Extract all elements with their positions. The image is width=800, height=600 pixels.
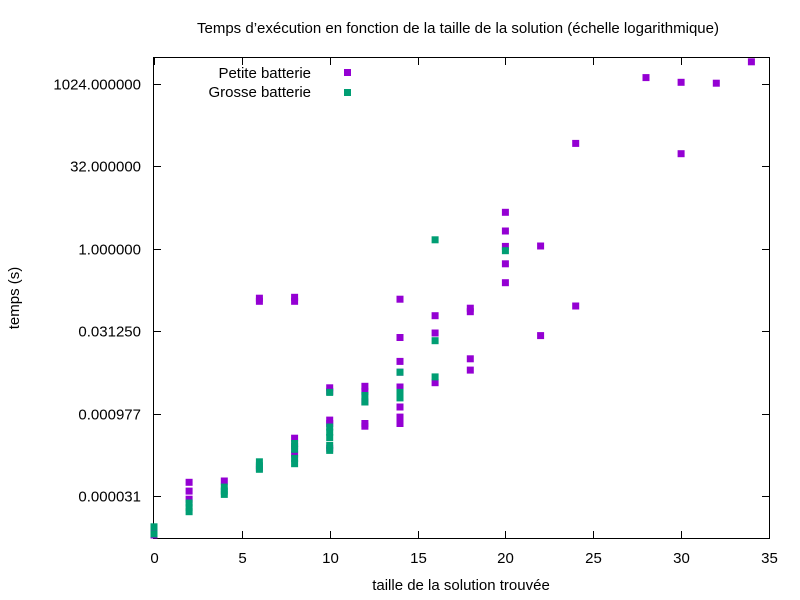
point-grosse-batterie [291,460,299,468]
point-petite-batterie [396,403,404,411]
point-petite-batterie [431,312,439,320]
point-grosse-batterie [291,454,299,462]
point-petite-batterie [396,413,404,421]
point-grosse-batterie [220,490,228,498]
series-petite-batterie [150,58,755,539]
point-grosse-batterie [431,373,439,381]
point-grosse-batterie [501,247,509,255]
x-tick-label: 30 [673,550,690,567]
point-grosse-batterie [396,388,404,396]
point-petite-batterie [501,208,509,216]
point-petite-batterie [501,242,509,250]
point-grosse-batterie [326,434,334,441]
point-petite-batterie [291,434,299,442]
point-petite-batterie [185,478,193,486]
y-tick-label: 1.000000 [78,242,141,259]
point-petite-batterie [396,357,404,365]
point-petite-batterie [677,150,685,158]
point-grosse-batterie [326,388,334,396]
point-petite-batterie [466,355,474,363]
point-petite-batterie [396,295,404,303]
legend: Petite batterie Grosse batterie [208,65,351,101]
point-grosse-batterie [326,441,334,449]
point-grosse-batterie [396,368,404,376]
x-tick-label: 15 [410,550,427,567]
point-grosse-batterie [326,423,334,431]
point-grosse-batterie [185,499,193,507]
y-axis: 0.000031 0.000977 0.031250 1.000000 32.00000… [53,77,769,506]
point-grosse-batterie [361,392,369,399]
point-petite-batterie [361,422,369,430]
point-petite-batterie [642,74,650,82]
legend-label-grosse-batterie: Grosse batterie [208,84,311,101]
point-grosse-batterie [255,465,263,473]
point-petite-batterie [501,279,509,287]
point-petite-batterie [255,294,263,302]
point-petite-batterie [396,420,404,427]
point-grosse-batterie [185,504,193,512]
y-axis-label: temps (s) [6,267,23,330]
point-petite-batterie [537,332,545,340]
point-grosse-batterie [396,394,404,402]
point-grosse-batterie [431,337,439,345]
series-grosse-batterie [150,236,509,538]
point-petite-batterie [572,302,580,310]
y-tick-label: 0.031250 [78,324,141,341]
point-petite-batterie [185,495,193,503]
point-grosse-batterie [291,445,299,453]
point-petite-batterie [185,487,193,495]
point-petite-batterie [431,379,439,387]
point-petite-batterie [396,383,404,391]
point-petite-batterie [572,139,580,147]
x-axis-label: taille de la solution trouvée [372,577,550,594]
data-points [150,58,755,539]
point-petite-batterie [712,79,720,87]
point-petite-batterie [501,260,509,268]
point-petite-batterie [431,329,439,337]
point-petite-batterie [677,78,685,86]
point-petite-batterie [291,450,299,458]
y-tick-label: 1024.000000 [53,77,141,94]
x-tick-label: 0 [150,550,158,567]
point-petite-batterie [361,387,369,395]
point-grosse-batterie [150,530,158,538]
point-grosse-batterie [361,398,369,406]
point-grosse-batterie [431,236,439,244]
point-petite-batterie [747,58,755,66]
point-grosse-batterie [291,440,299,447]
x-tick-label: 5 [238,550,246,567]
point-grosse-batterie [150,523,158,531]
point-petite-batterie [537,242,545,250]
x-tick-label: 10 [322,550,339,567]
point-grosse-batterie [220,483,228,491]
point-petite-batterie [466,366,474,374]
x-axis: 0 5 10 15 20 25 30 35 [150,58,778,567]
y-tick-label: 0.000031 [78,489,141,506]
plot-frame [153,57,770,539]
legend-label-petite-batterie: Petite batterie [218,65,311,82]
point-petite-batterie [291,297,299,305]
point-petite-batterie [396,334,404,341]
legend-marker-grosse-batterie [344,89,351,96]
x-tick-label: 35 [761,550,778,567]
x-tick-label: 20 [497,550,514,567]
chart-title: Temps d’exécution en fonction de la tail… [197,20,719,37]
point-petite-batterie [361,382,369,390]
legend-marker-petite-batterie [344,69,351,76]
x-tick-label: 25 [585,550,602,567]
point-petite-batterie [220,477,228,485]
point-grosse-batterie [326,428,334,436]
point-petite-batterie [501,227,509,235]
y-tick-label: 32.000000 [70,159,141,176]
point-petite-batterie [326,384,334,392]
point-grosse-batterie [185,508,193,516]
point-grosse-batterie [255,458,263,466]
point-petite-batterie [291,293,299,301]
point-petite-batterie [466,308,474,316]
point-grosse-batterie [326,446,334,454]
y-tick-label: 0.000977 [78,407,141,424]
